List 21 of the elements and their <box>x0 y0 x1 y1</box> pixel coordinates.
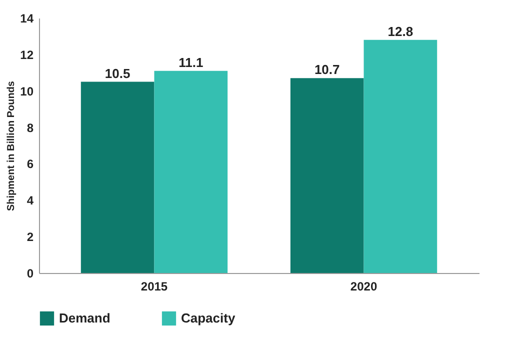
legend-label: Capacity <box>181 310 236 326</box>
bar <box>364 40 438 273</box>
y-tick-label: 2 <box>26 230 34 244</box>
data-label: 10.5 <box>104 66 130 81</box>
y-tick-label: 6 <box>26 157 34 172</box>
bar <box>80 82 154 273</box>
y-axis-title: Shipment in Billion Pounds <box>6 80 18 211</box>
y-tick-label: 14 <box>20 12 34 26</box>
y-tick-label: 4 <box>26 194 34 208</box>
bar <box>154 70 228 273</box>
data-label: 11.1 <box>178 54 204 70</box>
data-label: 12.8 <box>388 24 414 39</box>
y-tick-label: 0 <box>26 266 34 280</box>
data-label: 10.7 <box>314 62 340 78</box>
x-tick-label: 2015 <box>140 280 168 294</box>
y-tick-label: 10 <box>20 84 34 98</box>
y-tick-label: 12 <box>20 48 34 62</box>
bar <box>290 78 364 273</box>
x-tick-label: 2020 <box>350 280 378 294</box>
legend-label: Demand <box>59 310 110 326</box>
y-tick-label: 8 <box>26 120 34 135</box>
